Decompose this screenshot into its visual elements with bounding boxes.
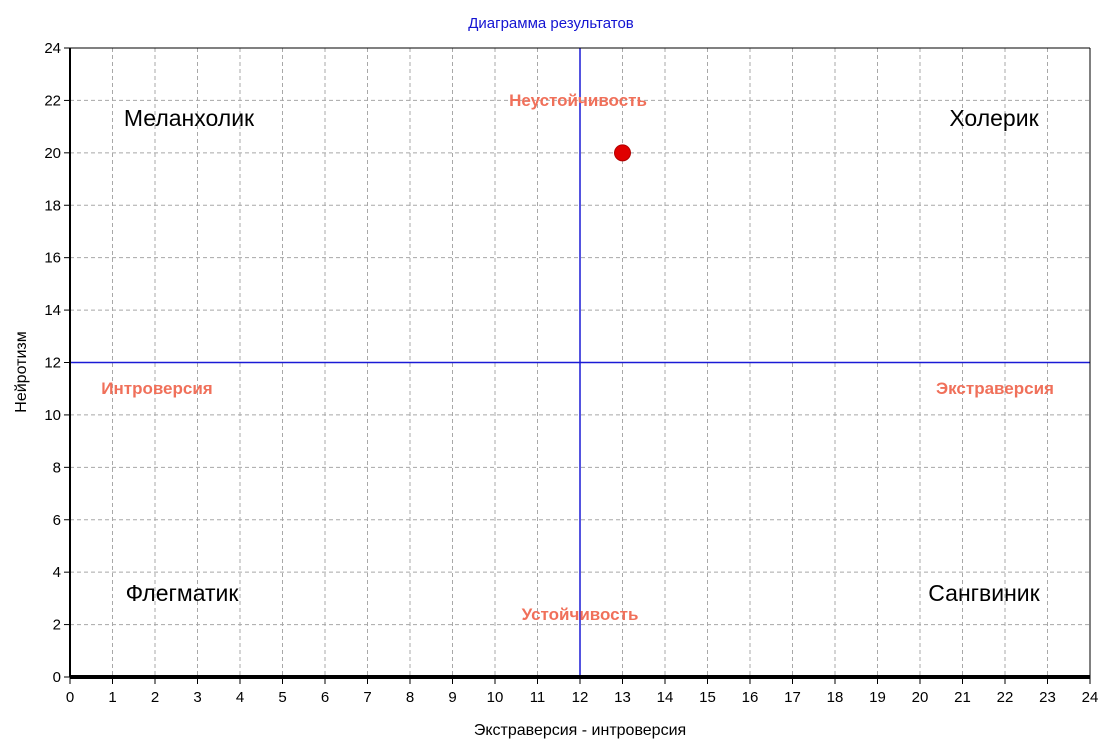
x-tick-label: 24 bbox=[1082, 689, 1099, 706]
y-tick-label: 4 bbox=[53, 564, 61, 581]
y-tick-label: 16 bbox=[44, 250, 61, 267]
y-tick-label: 10 bbox=[44, 407, 61, 424]
grid bbox=[70, 48, 1090, 677]
x-axis-ticks: 0 1 2 3 4 5 6 7 8 9 10 11 12 13 14 15 16 17 18 19 20 21 22 23 24 bbox=[66, 677, 1099, 706]
x-tick-label: 12 bbox=[572, 689, 589, 706]
x-tick-label: 14 bbox=[657, 689, 674, 706]
x-tick-label: 22 bbox=[997, 689, 1014, 706]
x-tick-label: 4 bbox=[236, 689, 244, 706]
x-tick-label: 21 bbox=[954, 689, 971, 706]
quadrant-label-melancholic: Меланхолик bbox=[124, 105, 255, 131]
x-tick-label: 13 bbox=[614, 689, 631, 706]
chart-title: Диаграмма результатов bbox=[468, 15, 634, 32]
x-tick-label: 5 bbox=[278, 689, 286, 706]
quadrant-label-phlegmatic: Флегматик bbox=[126, 580, 240, 606]
data-point bbox=[614, 144, 631, 162]
x-axis-label: Экстраверсия - интроверсия bbox=[474, 722, 686, 739]
x-tick-label: 15 bbox=[699, 689, 716, 706]
x-tick-label: 3 bbox=[193, 689, 201, 706]
quadrant-label-sanguine: Сангвиник bbox=[928, 580, 1040, 606]
pole-label-instability: Неустойчивость bbox=[509, 91, 647, 110]
y-tick-label: 20 bbox=[44, 145, 61, 162]
y-tick-label: 6 bbox=[53, 512, 61, 529]
y-tick-label: 12 bbox=[44, 355, 61, 372]
x-tick-label: 16 bbox=[742, 689, 759, 706]
y-tick-label: 18 bbox=[44, 197, 61, 214]
x-tick-label: 17 bbox=[784, 689, 801, 706]
x-tick-label: 8 bbox=[406, 689, 414, 706]
x-tick-label: 1 bbox=[108, 689, 116, 706]
y-tick-label: 8 bbox=[53, 459, 61, 476]
y-tick-label: 22 bbox=[44, 92, 61, 109]
y-tick-label: 2 bbox=[53, 617, 61, 634]
y-tick-label: 14 bbox=[44, 302, 61, 319]
pole-label-introversion: Интроверсия bbox=[101, 379, 212, 398]
x-tick-label: 20 bbox=[912, 689, 929, 706]
y-axis-label: Нейротизм bbox=[13, 331, 30, 412]
x-tick-label: 9 bbox=[448, 689, 456, 706]
x-tick-label: 6 bbox=[321, 689, 329, 706]
x-tick-label: 2 bbox=[151, 689, 159, 706]
y-tick-label: 24 bbox=[44, 40, 61, 57]
x-tick-label: 7 bbox=[363, 689, 371, 706]
x-tick-label: 10 bbox=[487, 689, 504, 706]
reference-lines bbox=[70, 48, 1090, 677]
x-tick-label: 18 bbox=[827, 689, 844, 706]
quadrant-label-choleric: Холерик bbox=[949, 105, 1039, 131]
pole-label-stability: Устойчивость bbox=[522, 605, 639, 624]
y-tick-label: 0 bbox=[53, 669, 61, 686]
x-tick-label: 19 bbox=[869, 689, 886, 706]
pole-label-extraversion: Экстраверсия bbox=[936, 379, 1054, 398]
x-tick-label: 0 bbox=[66, 689, 74, 706]
x-tick-label: 11 bbox=[530, 689, 546, 706]
data-points bbox=[614, 144, 631, 162]
x-tick-label: 23 bbox=[1039, 689, 1056, 706]
